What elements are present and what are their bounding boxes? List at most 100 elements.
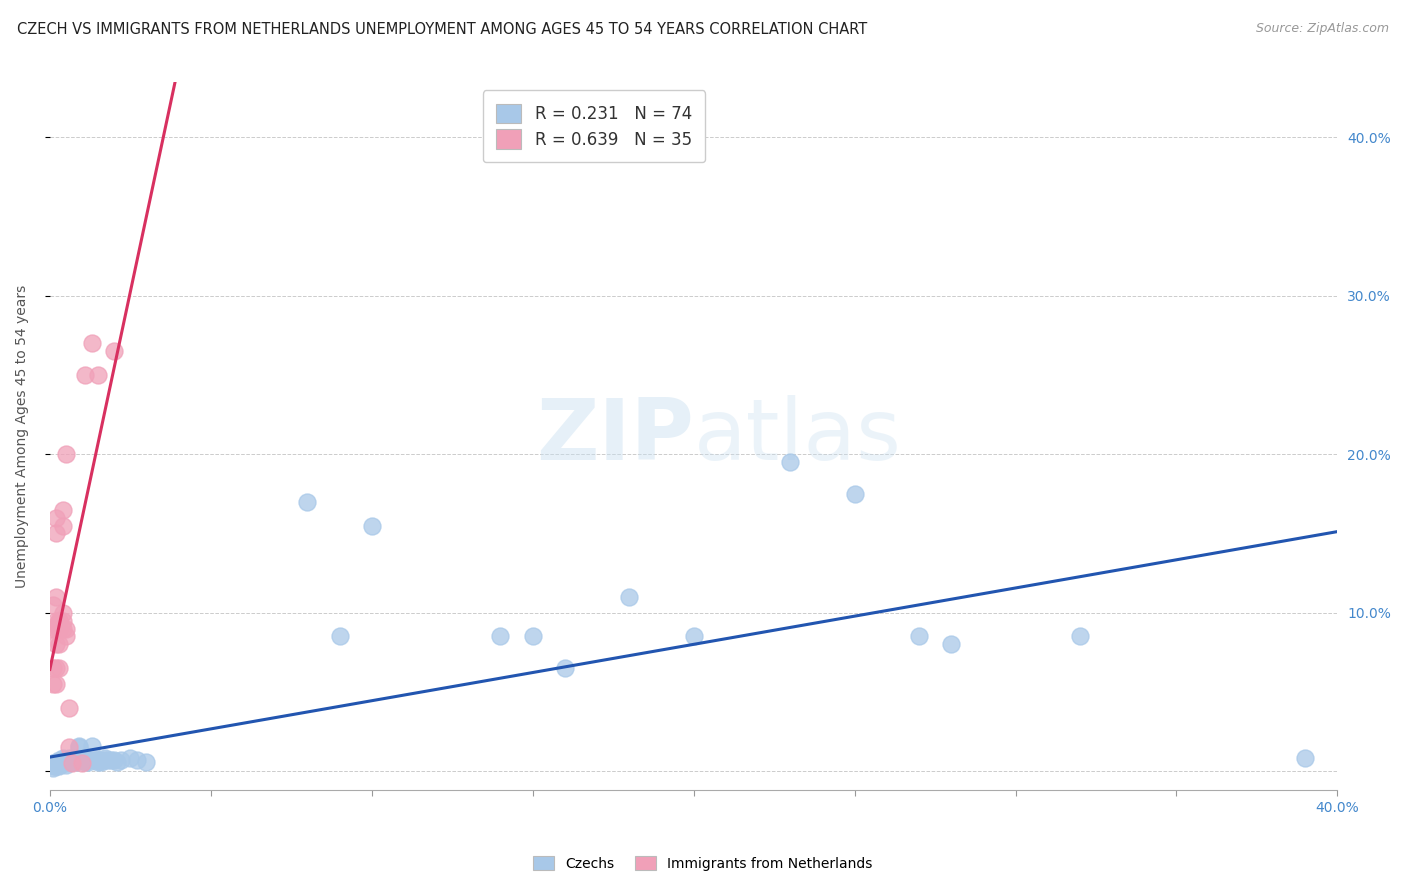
Point bbox=[80, 336, 103, 351]
Point bbox=[554, 661, 576, 675]
Point bbox=[48, 614, 70, 628]
Point bbox=[52, 622, 75, 636]
Point bbox=[45, 637, 67, 651]
Point bbox=[77, 753, 100, 767]
Point bbox=[65, 751, 87, 765]
Point bbox=[90, 755, 112, 769]
Point bbox=[55, 755, 77, 769]
Point bbox=[48, 753, 70, 767]
Point bbox=[100, 753, 122, 767]
Point bbox=[45, 661, 67, 675]
Point bbox=[48, 756, 70, 771]
Point bbox=[48, 622, 70, 636]
Point bbox=[58, 753, 80, 767]
Point bbox=[48, 756, 70, 771]
Point bbox=[489, 630, 512, 644]
Point bbox=[42, 598, 65, 612]
Point bbox=[75, 755, 97, 769]
Point bbox=[67, 740, 90, 755]
Point bbox=[58, 740, 80, 755]
Point bbox=[45, 614, 67, 628]
Point bbox=[60, 753, 83, 767]
Point bbox=[1069, 630, 1091, 644]
Point bbox=[45, 677, 67, 691]
Point bbox=[107, 755, 129, 769]
Point bbox=[42, 661, 65, 675]
Point bbox=[42, 677, 65, 691]
Point bbox=[97, 753, 120, 767]
Y-axis label: Unemployment Among Ages 45 to 54 years: Unemployment Among Ages 45 to 54 years bbox=[15, 285, 30, 588]
Legend: R = 0.231   N = 74, R = 0.639   N = 35: R = 0.231 N = 74, R = 0.639 N = 35 bbox=[484, 90, 706, 162]
Point bbox=[52, 756, 75, 771]
Point bbox=[90, 753, 112, 767]
Point bbox=[110, 753, 132, 767]
Point bbox=[55, 447, 77, 461]
Point bbox=[58, 755, 80, 769]
Point bbox=[77, 755, 100, 769]
Point bbox=[135, 755, 157, 769]
Text: CZECH VS IMMIGRANTS FROM NETHERLANDS UNEMPLOYMENT AMONG AGES 45 TO 54 YEARS CORR: CZECH VS IMMIGRANTS FROM NETHERLANDS UNE… bbox=[17, 22, 868, 37]
Point bbox=[87, 368, 110, 382]
Point bbox=[522, 630, 544, 644]
Point bbox=[52, 755, 75, 769]
Point bbox=[48, 637, 70, 651]
Point bbox=[55, 757, 77, 772]
Point bbox=[55, 755, 77, 769]
Point bbox=[70, 753, 93, 767]
Point bbox=[682, 630, 704, 644]
Point bbox=[52, 755, 75, 769]
Point bbox=[939, 637, 962, 651]
Point bbox=[58, 751, 80, 765]
Point bbox=[45, 757, 67, 772]
Point bbox=[908, 630, 931, 644]
Text: ZIP: ZIP bbox=[536, 394, 693, 477]
Point bbox=[60, 751, 83, 765]
Point bbox=[75, 753, 97, 767]
Point bbox=[52, 751, 75, 765]
Point bbox=[60, 755, 83, 769]
Point bbox=[45, 590, 67, 604]
Point bbox=[70, 756, 93, 771]
Point bbox=[67, 739, 90, 753]
Text: atlas: atlas bbox=[693, 394, 901, 477]
Point bbox=[52, 753, 75, 767]
Point bbox=[52, 518, 75, 533]
Point bbox=[45, 526, 67, 541]
Legend: Czechs, Immigrants from Netherlands: Czechs, Immigrants from Netherlands bbox=[527, 850, 879, 876]
Point bbox=[48, 622, 70, 636]
Point bbox=[55, 756, 77, 771]
Point bbox=[45, 759, 67, 773]
Point bbox=[60, 753, 83, 767]
Point bbox=[87, 753, 110, 767]
Point bbox=[103, 344, 125, 359]
Point bbox=[70, 753, 93, 767]
Point bbox=[360, 518, 382, 533]
Point bbox=[60, 756, 83, 771]
Point bbox=[58, 755, 80, 769]
Point bbox=[48, 614, 70, 628]
Point bbox=[83, 753, 105, 767]
Point bbox=[87, 755, 110, 769]
Point bbox=[45, 622, 67, 636]
Point bbox=[48, 755, 70, 769]
Point bbox=[42, 757, 65, 772]
Point bbox=[48, 614, 70, 628]
Point bbox=[103, 753, 125, 767]
Point bbox=[48, 757, 70, 772]
Point bbox=[120, 751, 142, 765]
Point bbox=[93, 751, 115, 765]
Point bbox=[52, 614, 75, 628]
Point bbox=[45, 510, 67, 524]
Point bbox=[55, 630, 77, 644]
Point bbox=[779, 455, 801, 469]
Point bbox=[93, 753, 115, 767]
Point bbox=[55, 622, 77, 636]
Point bbox=[45, 756, 67, 771]
Point bbox=[42, 756, 65, 771]
Point bbox=[1294, 751, 1316, 765]
Point bbox=[42, 761, 65, 775]
Point bbox=[48, 759, 70, 773]
Point bbox=[42, 759, 65, 773]
Point bbox=[58, 700, 80, 714]
Point bbox=[42, 622, 65, 636]
